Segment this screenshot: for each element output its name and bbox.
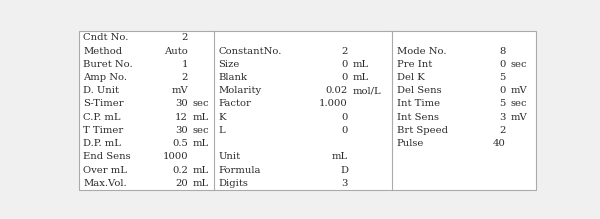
Text: T Timer: T Timer [83,126,124,135]
Text: mV: mV [171,86,188,95]
Text: C.P. mL: C.P. mL [83,113,121,122]
Text: 1.000: 1.000 [319,99,348,108]
Text: 0: 0 [500,60,506,69]
Text: 30: 30 [175,99,188,108]
Text: D.P. mL: D.P. mL [83,139,121,148]
Text: 5: 5 [500,73,506,82]
Text: Auto: Auto [164,47,188,56]
Text: 0.5: 0.5 [172,139,188,148]
Text: 0.02: 0.02 [326,86,348,95]
Text: Unit: Unit [218,152,241,161]
Text: Brt Speed: Brt Speed [397,126,448,135]
Text: 3: 3 [341,179,348,188]
Text: Digits: Digits [218,179,248,188]
Text: Factor: Factor [218,99,251,108]
Text: Over mL: Over mL [83,166,127,175]
Text: Size: Size [218,60,239,69]
Text: ConstantNo.: ConstantNo. [218,47,281,56]
Text: 2: 2 [182,34,188,42]
Text: Molarity: Molarity [218,86,262,95]
Text: 2: 2 [341,47,348,56]
Text: L: L [218,126,225,135]
Text: mL: mL [353,73,369,82]
Text: 0.2: 0.2 [172,166,188,175]
Text: 0: 0 [341,73,348,82]
Text: Buret No.: Buret No. [83,60,133,69]
Text: mL: mL [193,166,209,175]
Text: sec: sec [511,99,527,108]
Text: 40: 40 [493,139,506,148]
Text: sec: sec [511,60,527,69]
Text: Del Sens: Del Sens [397,86,442,95]
Text: mol/L: mol/L [353,86,381,95]
Text: 5: 5 [500,99,506,108]
Text: 1: 1 [181,60,188,69]
Text: mL: mL [332,152,348,161]
Text: End Sens: End Sens [83,152,131,161]
Text: 20: 20 [175,179,188,188]
Text: sec: sec [193,126,209,135]
Text: Cndt No.: Cndt No. [83,34,129,42]
Text: Blank: Blank [218,73,247,82]
Text: K: K [218,113,226,122]
Text: S-Timer: S-Timer [83,99,124,108]
Text: mV: mV [511,113,527,122]
Text: Pre Int: Pre Int [397,60,432,69]
Text: Pulse: Pulse [397,139,424,148]
Text: 30: 30 [175,126,188,135]
Text: 0: 0 [341,126,348,135]
Text: 1000: 1000 [163,152,188,161]
Text: Formula: Formula [218,166,261,175]
Text: 2: 2 [500,126,506,135]
Text: 0: 0 [341,113,348,122]
Text: 8: 8 [500,47,506,56]
Text: Int Time: Int Time [397,99,440,108]
Text: Int Sens: Int Sens [397,113,439,122]
Text: mL: mL [193,113,209,122]
Text: Method: Method [83,47,122,56]
Text: D: D [340,166,348,175]
Text: 2: 2 [182,73,188,82]
Text: Del K: Del K [397,73,425,82]
Text: D. Unit: D. Unit [83,86,119,95]
Text: mL: mL [193,139,209,148]
Text: Amp No.: Amp No. [83,73,127,82]
Text: sec: sec [193,99,209,108]
Text: 0: 0 [341,60,348,69]
Text: mL: mL [193,179,209,188]
Text: mL: mL [353,60,369,69]
Text: mV: mV [511,86,527,95]
Text: Mode No.: Mode No. [397,47,446,56]
Text: 3: 3 [500,113,506,122]
Text: Max.Vol.: Max.Vol. [83,179,127,188]
Text: 12: 12 [175,113,188,122]
Text: 0: 0 [500,86,506,95]
